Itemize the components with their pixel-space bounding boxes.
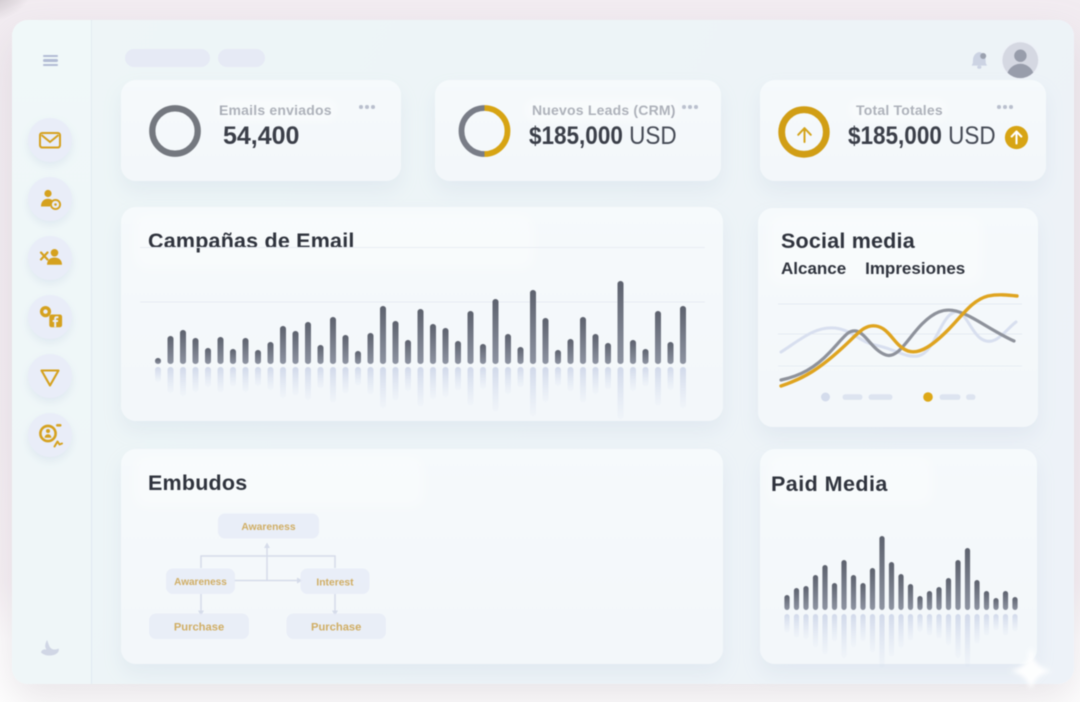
svg-text:Awareness: Awareness [241,522,295,533]
svg-text:Awareness: Awareness [174,577,227,588]
svg-text:Interest: Interest [316,577,354,588]
svg-text:Purchase: Purchase [311,622,361,634]
svg-text:Purchase: Purchase [174,622,224,634]
